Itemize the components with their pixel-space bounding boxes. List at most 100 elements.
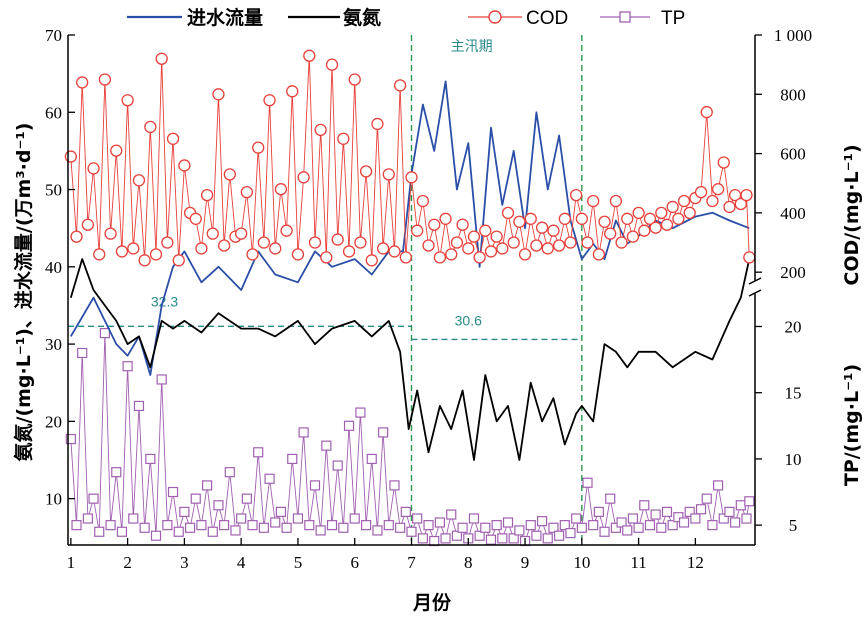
tp-series-point (406, 526, 417, 537)
legend-tp-label: TP (661, 8, 685, 29)
tp-series-point (213, 500, 224, 511)
cod-series-point (484, 245, 498, 258)
tp-series-point (378, 427, 389, 438)
tp-series-point (667, 520, 678, 531)
cod-series-point (541, 242, 554, 255)
tp-series-point (162, 520, 173, 531)
cod-series-point (518, 248, 532, 261)
cod-series-point (473, 251, 486, 264)
cod-series-point (507, 236, 520, 249)
tp-series-point (525, 520, 536, 531)
tp-series-point (548, 522, 559, 533)
cod-series-point (161, 236, 174, 249)
tp-series-point (184, 522, 196, 533)
cod-series-point (382, 168, 395, 181)
tp-series-point (605, 493, 616, 504)
cod-series-point (93, 248, 106, 261)
tp-series-point (139, 522, 150, 533)
cod-series-point (734, 197, 747, 211)
tp-series-point (287, 453, 298, 465)
tp-series-point (701, 493, 712, 504)
tp-series-point (474, 530, 485, 541)
cod-series-point (217, 239, 231, 252)
cod-series-point (479, 224, 492, 237)
ammonia-series-line (69, 258, 751, 461)
y-left-tick-label: 70 (45, 26, 62, 45)
y-right-upper-tick-label: 1 000 (774, 26, 812, 45)
tp-series-point (610, 522, 621, 533)
tp-series-point (661, 506, 673, 517)
legend-tp-marker (619, 11, 631, 23)
cod-series-point (496, 242, 509, 255)
cod-series-point (155, 52, 168, 65)
cod-series-point (127, 242, 140, 255)
cod-series-point (723, 200, 736, 214)
cod-series-point (672, 212, 685, 225)
cod-series-point (405, 171, 418, 184)
cod-series-point (348, 73, 361, 86)
tp-series-point (412, 513, 423, 524)
axis-break-mark-lower (748, 289, 762, 297)
tp-series-point (321, 440, 332, 451)
cod-series-point (655, 206, 668, 220)
cod-series-point (291, 248, 305, 261)
y-right-upper-tick-label: 600 (780, 145, 806, 164)
cod-series-point (200, 188, 214, 202)
tp-series-point (94, 526, 105, 537)
x-tick-label: 10 (573, 553, 590, 572)
tp-series-point (224, 467, 235, 478)
tp-series-point (77, 347, 88, 359)
cod-series-point (337, 132, 350, 145)
cod-series-point (178, 159, 191, 172)
cod-series-point (615, 236, 628, 249)
y-right-lower-tick-label: 15 (785, 384, 802, 403)
cod-series-point (683, 206, 696, 220)
avg-flood-label: 30.6 (455, 312, 482, 328)
tp-series-point (116, 526, 128, 537)
cod-series-point (428, 218, 441, 231)
cod-series-point (269, 242, 282, 255)
tp-series-point (281, 522, 292, 533)
tp-series-point (315, 525, 326, 536)
cod-series-point (643, 212, 657, 225)
tp-series-point (712, 480, 724, 491)
tp-series-point (650, 509, 661, 520)
cod-series-point (513, 215, 526, 228)
legend-cod-label: COD (526, 8, 568, 29)
cod-series-point (308, 236, 322, 249)
tp-series-point (65, 433, 76, 445)
tp-series-point (400, 506, 411, 517)
tp-series-point (133, 400, 145, 412)
cod-series-point (592, 248, 606, 261)
tp-series-point (684, 506, 695, 517)
cod-series-point (257, 236, 271, 249)
legend-cod-marker (488, 10, 502, 24)
tp-series-point (326, 520, 338, 531)
tp-series-point (531, 530, 542, 541)
tp-series-point (383, 520, 394, 531)
cod-series-point (252, 141, 265, 154)
tp-series-point (673, 512, 684, 523)
cod-series-point (501, 206, 515, 220)
tp-series-point (270, 517, 281, 528)
cod-series-point (558, 212, 571, 225)
cod-series-point (677, 194, 691, 208)
cod-series-point (354, 236, 367, 249)
x-tick-label: 4 (237, 553, 246, 572)
cod-series-point (388, 245, 401, 258)
tp-series-point (173, 526, 184, 537)
x-tick-label: 11 (630, 553, 646, 572)
cod-series-point (621, 212, 634, 225)
cod-series-point (246, 248, 259, 261)
cod-series-point (297, 171, 310, 184)
cod-series-point (70, 230, 83, 243)
cod-series-point (570, 188, 583, 202)
tp-series-point (627, 513, 639, 524)
tp-series-point (128, 513, 139, 524)
y-left-tick-label: 50 (45, 181, 62, 200)
tp-series-point (434, 517, 445, 528)
cod-series-point (240, 185, 253, 199)
axis-break-mark-upper (748, 277, 762, 285)
y-left-tick-label: 60 (45, 103, 62, 122)
inflow-series-line (70, 80, 750, 376)
